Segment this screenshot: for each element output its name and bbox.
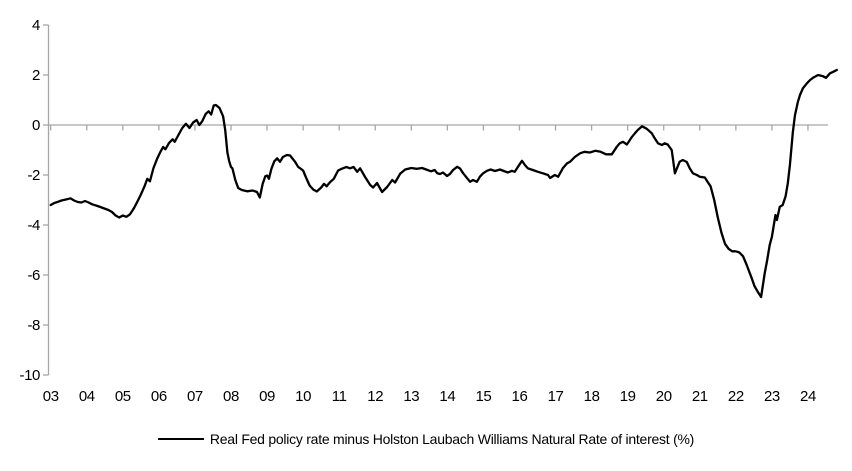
x-tick-label: 05 xyxy=(115,388,131,405)
x-tick-label: 11 xyxy=(332,388,347,405)
x-tick-label: 17 xyxy=(548,388,564,405)
x-tick-label: 24 xyxy=(800,388,816,405)
y-tick-label: 4 xyxy=(32,17,40,34)
legend-series-label: Real Fed policy rate minus Holston Lauba… xyxy=(209,431,695,447)
x-tick-label: 06 xyxy=(151,388,167,405)
x-tick-label: 21 xyxy=(692,388,708,405)
y-tick-label: -10 xyxy=(20,367,41,384)
chart-legend: Real Fed policy rate minus Holston Lauba… xyxy=(0,431,852,447)
x-tick-label: 12 xyxy=(367,388,383,405)
x-tick-label: 04 xyxy=(79,388,95,405)
x-tick-label: 16 xyxy=(512,388,528,405)
data-line-series xyxy=(49,68,838,299)
x-tick-label: 22 xyxy=(728,388,744,405)
y-tick-label: -4 xyxy=(27,217,40,234)
y-tick-label: -6 xyxy=(27,267,40,284)
x-tick-label: 08 xyxy=(223,388,239,405)
y-tick-label: -8 xyxy=(27,317,40,334)
x-tick-label: 07 xyxy=(187,388,203,405)
x-tick-label: 20 xyxy=(656,388,672,405)
x-tick-label: 10 xyxy=(295,388,311,405)
y-tick-label: -2 xyxy=(27,167,40,184)
x-tick-label: 09 xyxy=(259,388,275,405)
x-tick-label: 14 xyxy=(439,388,455,405)
y-tick-label: 2 xyxy=(32,67,40,84)
legend-line-sample-icon xyxy=(157,438,204,440)
y-tick-label: 0 xyxy=(32,117,40,134)
x-tick-label: 15 xyxy=(475,388,491,405)
x-tick-label: 23 xyxy=(764,388,780,405)
x-tick-label: 19 xyxy=(620,388,636,405)
x-tick-label: 03 xyxy=(43,388,59,405)
x-tick-label: 13 xyxy=(403,388,419,405)
x-tick-label: 18 xyxy=(584,388,600,405)
